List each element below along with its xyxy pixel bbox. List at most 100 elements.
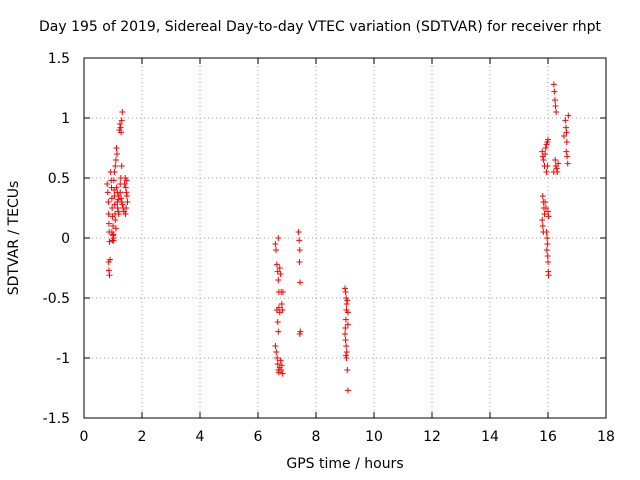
- data-point: [115, 211, 122, 217]
- data-point: [275, 235, 282, 241]
- data-point: [273, 261, 280, 268]
- data-point: [551, 88, 558, 95]
- data-point: [343, 301, 350, 307]
- data-point: [277, 357, 284, 364]
- data-point: [113, 184, 120, 191]
- data-point: [113, 145, 120, 151]
- data-point: [542, 205, 549, 211]
- data-point: [108, 229, 115, 235]
- data-point: [562, 124, 569, 131]
- data-point: [114, 205, 121, 211]
- data-point: [105, 211, 112, 217]
- data-point: [112, 225, 119, 232]
- data-point: [273, 349, 280, 355]
- x-tick-label: 14: [481, 429, 499, 445]
- data-point: [343, 349, 350, 355]
- data-point: [104, 181, 111, 187]
- data-point: [342, 316, 349, 323]
- y-tick-label: 0.5: [48, 171, 70, 187]
- data-point: [279, 370, 286, 377]
- data-point: [539, 223, 546, 229]
- data-point: [107, 256, 114, 263]
- data-point: [124, 199, 131, 205]
- data-point: [555, 160, 562, 167]
- data-point: [342, 352, 349, 359]
- data-point: [560, 133, 567, 139]
- data-point: [272, 343, 279, 349]
- x-tick-label: 8: [312, 429, 321, 445]
- data-point: [565, 112, 572, 119]
- data-point: [123, 205, 130, 211]
- data-point: [275, 328, 282, 335]
- data-point: [123, 193, 130, 199]
- x-axis-label: GPS time / hours: [286, 456, 404, 472]
- data-point: [109, 205, 116, 211]
- data-point: [109, 237, 116, 244]
- y-axis-label: SDTVAR / TECUs: [6, 180, 22, 296]
- y-tick-label: 0: [61, 231, 70, 247]
- data-point: [553, 109, 560, 115]
- data-point: [543, 247, 550, 253]
- data-point: [564, 160, 571, 167]
- data-point: [104, 189, 111, 196]
- data-point: [119, 201, 126, 208]
- data-point: [279, 289, 286, 295]
- x-tick-label: 0: [80, 429, 89, 445]
- data-point: [344, 309, 351, 316]
- data-point: [342, 325, 349, 331]
- data-point: [119, 109, 126, 115]
- data-point: [114, 151, 121, 157]
- data-point: [274, 361, 281, 367]
- y-tick-label: -0.5: [43, 291, 70, 307]
- data-point: [296, 259, 303, 265]
- data-point: [344, 297, 351, 304]
- x-tick-label: 18: [597, 429, 615, 445]
- data-point: [112, 163, 119, 169]
- x-tick-label: 4: [196, 429, 205, 445]
- axis-ticks: 0 2 4 6 8 10 12 14 16 18 -1.5 -1 -0.5 0 0.5 1 1.5: [43, 51, 615, 445]
- data-point: [297, 279, 304, 286]
- data-point: [112, 157, 119, 163]
- data-point: [553, 165, 560, 172]
- data-point: [295, 229, 302, 235]
- data-point: [541, 211, 548, 217]
- data-point: [539, 193, 546, 199]
- data-point: [342, 289, 349, 295]
- data-point: [564, 153, 571, 160]
- y-tick-label: 1: [61, 111, 70, 127]
- data-point: [114, 189, 121, 196]
- data-point: [118, 163, 125, 169]
- chart-title: Day 195 of 2019, Sidereal Day-to-day VTE…: [39, 19, 601, 35]
- data-points: [104, 81, 572, 394]
- data-point: [278, 362, 285, 369]
- x-tick-label: 2: [138, 429, 147, 445]
- data-point: [344, 367, 351, 373]
- data-point: [543, 229, 550, 235]
- data-point: [105, 220, 112, 227]
- data-point: [342, 337, 349, 343]
- data-point: [117, 124, 124, 131]
- data-point: [552, 157, 559, 163]
- data-point: [272, 241, 279, 247]
- x-tick-label: 10: [365, 429, 383, 445]
- data-point: [275, 304, 282, 311]
- data-point: [272, 247, 279, 253]
- data-point: [542, 199, 549, 205]
- data-point: [539, 217, 546, 223]
- data-point: [344, 387, 351, 394]
- data-point: [544, 163, 551, 169]
- data-point: [545, 208, 551, 215]
- grid-lines: [84, 58, 606, 418]
- data-point: [342, 285, 348, 292]
- data-point: [545, 136, 551, 143]
- data-point: [545, 272, 552, 279]
- data-point: [562, 117, 569, 124]
- data-point: [115, 193, 122, 199]
- data-point: [545, 259, 551, 265]
- data-point: [540, 157, 547, 163]
- data-point: [550, 81, 557, 88]
- data-point: [543, 169, 550, 175]
- data-point: [276, 265, 283, 271]
- x-tick-label: 16: [539, 429, 557, 445]
